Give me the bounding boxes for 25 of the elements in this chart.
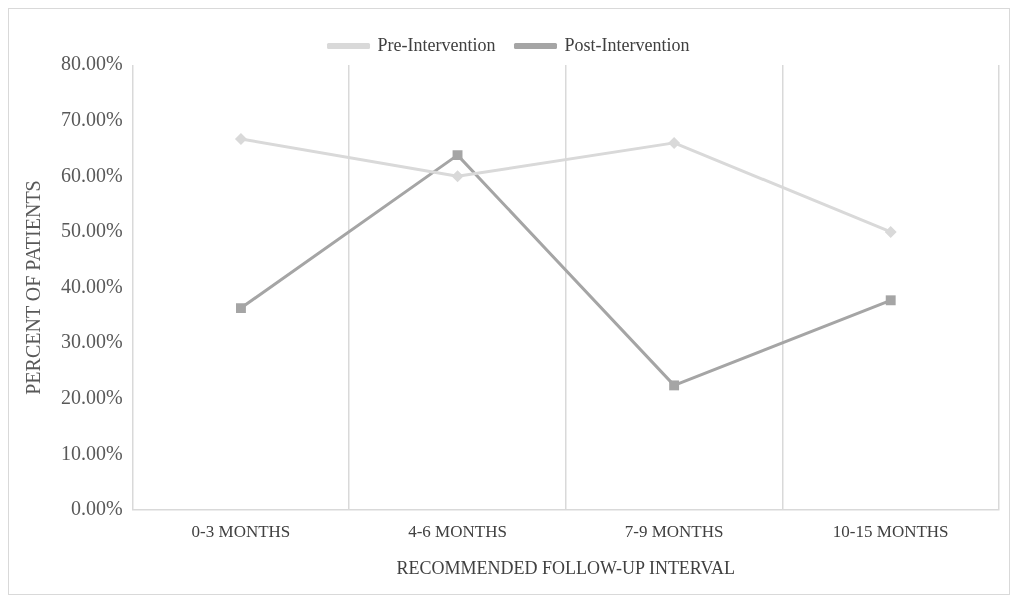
x-tick-label: 4-6 MONTHS: [408, 521, 507, 541]
point: [236, 303, 246, 314]
y-tick-label: 70.00%: [60, 107, 123, 130]
point: [451, 170, 464, 183]
point: [234, 132, 247, 145]
y-tick-label: 20.00%: [60, 386, 123, 408]
y-tick-label: 0.00%: [70, 497, 123, 520]
point: [885, 295, 896, 306]
y-tick-label: 60.00%: [60, 163, 123, 186]
legend-label: Pre-Intervention: [377, 34, 496, 55]
y-tick-label: 40.00%: [60, 274, 123, 297]
y-tick-label: 30.00%: [60, 330, 123, 353]
x-tick-label: 7-9 MONTHS: [624, 521, 724, 541]
y-tick-label: 50.00%: [60, 219, 123, 242]
y-tick-label: 10.00%: [60, 441, 123, 464]
legend-label: Post-Intervention: [564, 34, 690, 55]
x-tick-label: 10-15 MONTHS: [832, 521, 949, 541]
point: [452, 150, 463, 161]
x-tick-label: 0-3 MONTHS: [191, 521, 291, 541]
point: [669, 380, 680, 391]
y-axis-title: PERCENT OF PATIENTS: [22, 180, 45, 395]
x-axis-title: RECOMMENDED FOLLOW-UP INTERVAL: [396, 557, 736, 578]
point: [668, 136, 681, 149]
point: [884, 225, 897, 238]
y-tick-label: 80.00%: [60, 52, 123, 75]
